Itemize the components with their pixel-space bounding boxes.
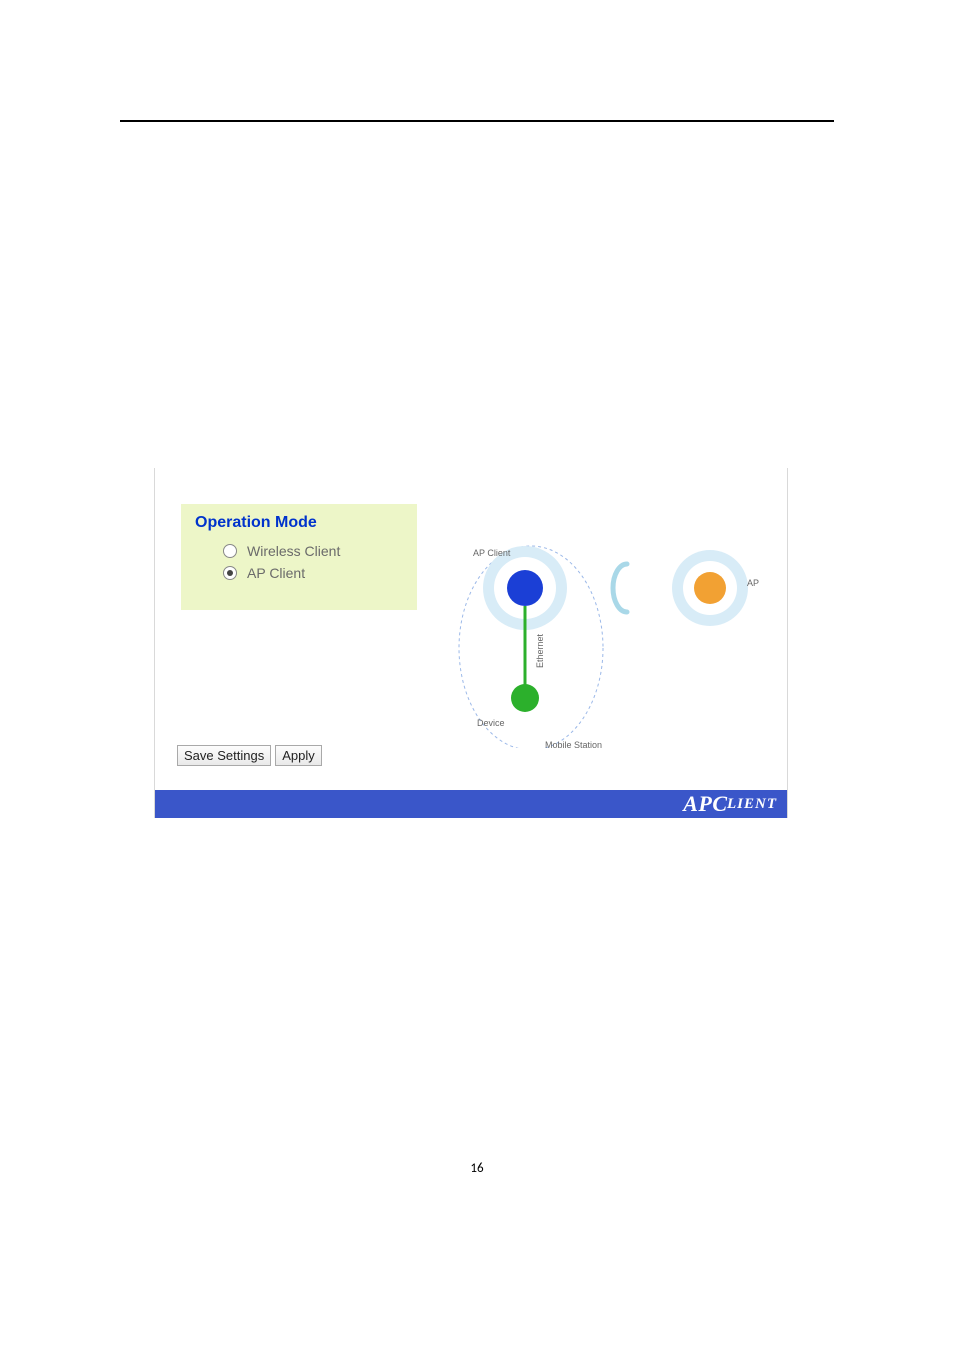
option-label: AP Client [247,565,305,581]
page-number: 16 [0,1161,954,1176]
radio-icon [223,544,237,558]
option-wireless-client[interactable]: Wireless Client [223,540,403,562]
horizontal-rule [120,120,834,122]
device-node-icon [511,684,539,712]
option-ap-client[interactable]: AP Client [223,562,403,584]
label-mobile-station: Mobile Station [545,740,602,750]
save-settings-button[interactable]: Save Settings [177,745,271,766]
operation-mode-options: Wireless Client AP Client [195,540,403,584]
label-ap: AP [747,578,759,588]
label-ap-client: AP Client [473,548,510,558]
option-label: Wireless Client [247,543,340,559]
network-diagram: AP Client AP Ethernet Device Mobile Stat… [455,528,775,748]
footer-title-part2: C [712,791,727,817]
apclient-node-icon [507,570,543,606]
wireless-arc-icon [613,564,627,612]
operation-mode-box: Operation Mode Wireless Client AP Client [181,504,417,610]
label-device: Device [477,718,505,728]
footer-title-part1: AP [683,791,712,817]
operation-mode-title: Operation Mode [195,514,403,532]
footer-title-part3: LIENT [727,796,777,813]
label-ethernet: Ethernet [535,634,545,668]
apply-button[interactable]: Apply [275,745,322,766]
panel-footer: AP C LIENT [155,790,787,818]
radio-icon [223,566,237,580]
ap-node-icon [694,572,726,604]
button-row: Save Settings Apply [177,745,322,766]
config-panel: Operation Mode Wireless Client AP Client [154,468,788,818]
